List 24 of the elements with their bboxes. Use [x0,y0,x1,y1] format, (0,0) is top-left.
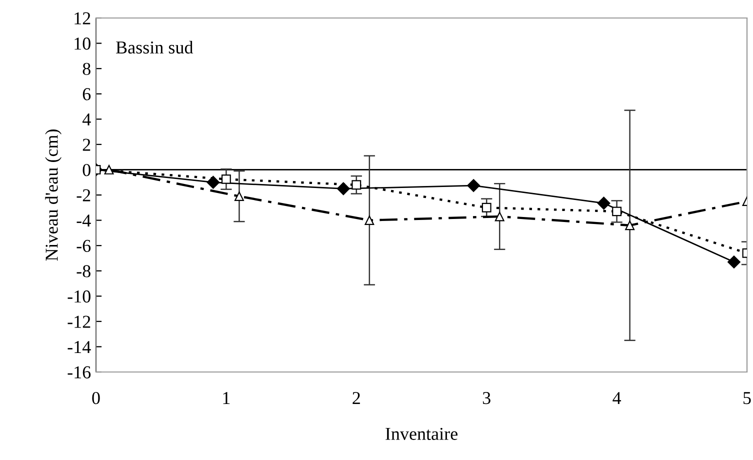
y-tick-label: -14 [68,341,91,353]
x-axis-title: Inventaire [386,428,458,440]
x-tick-label: 2 [352,392,360,404]
x-tick-label: 1 [223,392,230,404]
annotation: Bassin sud [116,40,194,54]
y-tick-label: 12 [74,12,90,24]
y-tick-label: -6 [76,240,91,252]
y-tick-label: -16 [68,366,91,378]
x-tick-label: 5 [744,392,751,404]
y-tick-label: -12 [68,316,90,328]
x-tick-label: 0 [92,392,100,404]
y-tick-label: -10 [68,290,90,303]
x-tick-label: 4 [612,392,622,404]
y-tick-label: -8 [76,265,90,278]
x-tick-label: 3 [482,392,490,404]
y-tick-label: -2 [76,189,90,202]
y-tick-label: 10 [74,38,90,50]
y-axis-title: Niveau d'eau (cm) [45,130,62,261]
y-tick-label: -4 [76,214,91,227]
y-tick-label: 8 [82,62,90,76]
y-tick-label: 0 [82,164,90,176]
y-tick-label: 4 [82,114,91,126]
y-tick-label: 6 [82,88,91,100]
y-tick-label: 2 [82,138,90,151]
